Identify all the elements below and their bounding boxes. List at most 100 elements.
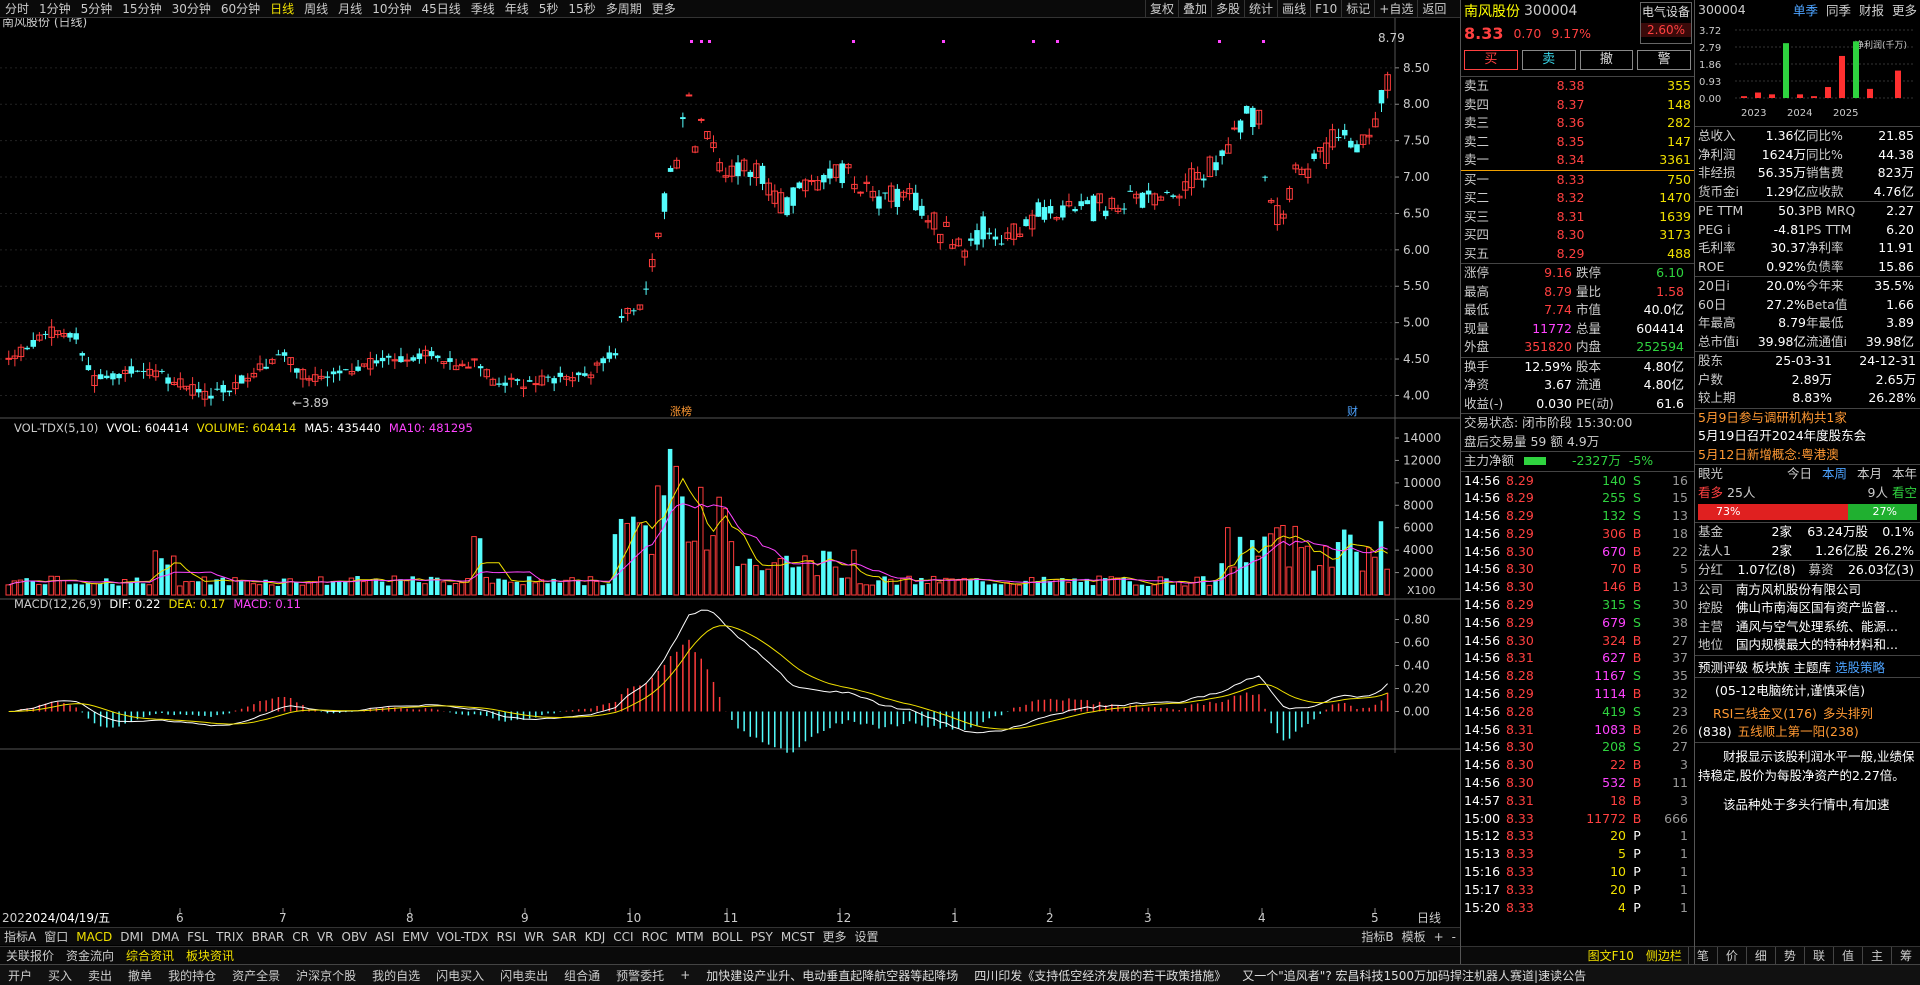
status-item[interactable]: 闪电卖出 — [500, 968, 549, 983]
orderbook-row[interactable]: 买二 8.32 1470 — [1461, 189, 1694, 208]
indicator-tab[interactable]: MTM — [675, 929, 704, 944]
f10-tab[interactable]: 财报 — [1858, 2, 1884, 18]
tool-link[interactable]: 选股策略 — [1835, 659, 1886, 675]
status-item[interactable]: 闪电买入 — [436, 968, 485, 983]
indicator-tab[interactable]: 更多 — [822, 930, 847, 944]
period-tab[interactable]: 年线 — [504, 2, 529, 16]
bottom-right-link[interactable]: 图文F10 — [1587, 949, 1634, 963]
signal-text[interactable]: 多头排列 — [1822, 705, 1873, 721]
period-tab[interactable]: 10分钟 — [372, 2, 412, 16]
detail-tab[interactable]: 价 — [1716, 947, 1746, 964]
eye-period[interactable]: 今日 — [1786, 466, 1812, 481]
indicator-tool[interactable]: 指标B — [1361, 930, 1394, 944]
status-item[interactable]: 组合通 — [564, 968, 601, 983]
toolbar-button[interactable]: F10 — [1310, 0, 1341, 18]
detail-tab[interactable]: 主 — [1861, 947, 1891, 964]
period-tab[interactable]: 5分钟 — [80, 2, 113, 16]
period-tab[interactable]: 1分钟 — [39, 2, 71, 16]
period-tab[interactable]: 30分钟 — [171, 2, 211, 16]
indicator-tab[interactable]: SAR — [552, 929, 577, 944]
eye-period[interactable]: 本月 — [1856, 466, 1882, 481]
trade-button[interactable]: 买 — [1464, 50, 1518, 70]
toolbar-button[interactable]: 叠加 — [1178, 0, 1211, 18]
status-item[interactable]: 沪深京个股 — [296, 968, 357, 983]
orderbook-row[interactable]: 卖五 8.38 355 — [1461, 77, 1694, 96]
status-item[interactable]: 卖出 — [88, 968, 113, 983]
status-item[interactable]: 买入 — [48, 968, 73, 983]
indicator-tab[interactable]: ROC — [641, 929, 668, 944]
f10-tab[interactable]: 同季 — [1825, 2, 1851, 18]
trade-button[interactable]: 撤 — [1579, 50, 1634, 70]
orderbook-row[interactable]: 卖四 8.37 148 — [1461, 96, 1694, 115]
indicator-tab[interactable]: DMI — [120, 929, 144, 944]
period-tab[interactable]: 45日线 — [421, 2, 461, 16]
news-item[interactable]: 5月9日参与调研机构共1家 — [1698, 409, 1847, 425]
orderbook-row[interactable]: 买四 8.30 3173 — [1461, 226, 1694, 245]
indicator-tab[interactable]: EMV — [402, 929, 429, 944]
tool-link[interactable]: 板块族 — [1752, 659, 1790, 675]
period-tab[interactable]: 分时 — [5, 2, 30, 16]
indicator-tab[interactable]: OBV — [341, 929, 368, 944]
news-item[interactable]: 5月19日召开2024年度股东会 — [1698, 428, 1867, 443]
detail-tab[interactable]: 筹 — [1890, 947, 1920, 964]
indicator-tab[interactable]: ASI — [375, 929, 395, 944]
orderbook-row[interactable]: 卖三 8.36 282 — [1461, 114, 1694, 133]
trade-button[interactable]: 警 — [1637, 50, 1691, 70]
indicator-tool[interactable]: - — [1451, 929, 1456, 944]
status-item[interactable]: 加快建设产业升、电动垂直起降航空器等起降场 — [706, 968, 959, 983]
period-tab[interactable]: 季线 — [470, 2, 495, 16]
bottom-link[interactable]: 板块资讯 — [186, 949, 235, 963]
indicator-tab[interactable]: MACD — [76, 929, 113, 944]
status-item[interactable]: 预警委托 — [616, 968, 665, 983]
news-item[interactable]: 5月12日新增概念:粤港澳 — [1698, 446, 1839, 462]
indicator-tab[interactable]: CR — [292, 929, 309, 944]
period-tab[interactable]: 月线 — [338, 2, 363, 16]
toolbar-button[interactable]: 复权 — [1145, 0, 1178, 18]
bottom-link[interactable]: 综合资讯 — [126, 949, 175, 963]
detail-tab[interactable]: 笔 — [1687, 947, 1717, 964]
status-item[interactable]: + — [680, 968, 691, 982]
signal-text[interactable]: 五线顺上第一阳(238) — [1737, 724, 1859, 739]
indicator-tab[interactable]: BOLL — [711, 929, 743, 944]
indicator-tab[interactable]: KDJ — [584, 929, 606, 944]
status-item[interactable]: 开户 — [8, 968, 33, 983]
indicator-tab[interactable]: FSL — [187, 929, 209, 944]
orderbook-row[interactable]: 买五 8.29 488 — [1461, 245, 1694, 264]
orderbook-row[interactable]: 买三 8.31 1639 — [1461, 208, 1694, 227]
trade-button[interactable]: 卖 — [1521, 50, 1576, 70]
indicator-tab[interactable]: 窗口 — [44, 930, 69, 944]
eye-period[interactable]: 本周 — [1821, 466, 1847, 481]
status-item[interactable]: 我的自选 — [372, 968, 421, 983]
f10-tab[interactable]: 单季 — [1792, 2, 1818, 18]
period-tab[interactable]: 5秒 — [538, 2, 559, 16]
sector-box[interactable]: 电气设备 2.60% — [1640, 2, 1692, 44]
indicator-tab[interactable]: MCST — [780, 929, 815, 944]
indicator-tab[interactable]: WR — [524, 929, 545, 944]
eye-period[interactable]: 本年 — [1891, 466, 1917, 481]
orderbook-row[interactable]: 卖一 8.34 3361 — [1461, 151, 1694, 170]
period-tab[interactable]: 日线 — [270, 2, 295, 16]
kline-svg[interactable]: 南风股份 (日线) 8.50 8.00 7.50 7.00 6.50 6.00 5.50 5.0… — [0, 18, 1460, 928]
detail-tab[interactable]: 势 — [1774, 947, 1804, 964]
indicator-tab[interactable]: DMA — [151, 929, 180, 944]
status-item[interactable]: 又一个"追风者"? 宏昌科技1500万加码捍注机器人赛道|速读公告 — [1242, 968, 1587, 983]
orderbook-row[interactable]: 买一 8.33 750 — [1461, 171, 1694, 190]
period-tab[interactable]: 60分钟 — [220, 2, 261, 16]
indicator-tool[interactable]: 模板 — [1401, 930, 1426, 944]
toolbar-button[interactable]: 返回 — [1417, 0, 1450, 18]
indicator-tab[interactable]: TRIX — [216, 929, 244, 944]
bottom-link[interactable]: 资金流向 — [66, 949, 115, 963]
bottom-link[interactable]: 关联报价 — [6, 949, 55, 963]
indicator-tab[interactable]: CCI — [613, 929, 634, 944]
period-tab[interactable]: 多周期 — [605, 2, 642, 16]
detail-tab[interactable]: 值 — [1832, 947, 1862, 964]
toolbar-button[interactable]: 画线 — [1277, 0, 1310, 18]
indicator-tab[interactable]: 指标A — [4, 930, 37, 944]
toolbar-button[interactable]: 统计 — [1244, 0, 1277, 18]
detail-tab[interactable]: 联 — [1803, 947, 1833, 964]
kline-chart-area[interactable]: 南风股份 (日线) 8.50 8.00 7.50 7.00 6.50 6.00 5.50 5.0… — [0, 18, 1460, 930]
tool-link[interactable]: 主题库 — [1793, 659, 1832, 675]
signal-text[interactable]: RSI三线金叉(176) — [1713, 705, 1817, 721]
f10-tab[interactable]: 更多 — [1891, 2, 1917, 18]
indicator-tab[interactable]: BRAR — [251, 929, 285, 944]
